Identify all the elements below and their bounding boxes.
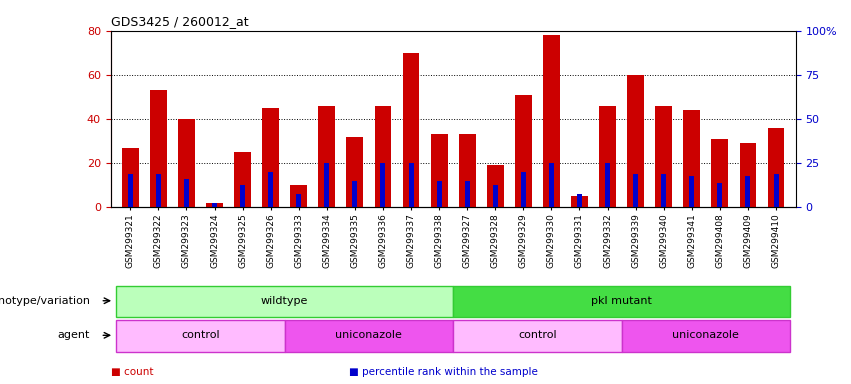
Bar: [290, 185, 307, 207]
Bar: [487, 166, 504, 207]
Bar: [655, 106, 672, 207]
Bar: [296, 194, 301, 207]
Text: pkl mutant: pkl mutant: [591, 296, 652, 306]
Bar: [633, 174, 638, 207]
Bar: [268, 172, 273, 207]
Bar: [621, 320, 790, 352]
Bar: [521, 172, 526, 207]
Text: uniconazole: uniconazole: [672, 330, 740, 340]
Text: agent: agent: [58, 330, 90, 340]
Bar: [605, 163, 610, 207]
Bar: [150, 90, 167, 207]
Bar: [459, 134, 476, 207]
Bar: [212, 203, 217, 207]
Bar: [240, 185, 245, 207]
Text: wildtype: wildtype: [261, 296, 308, 306]
Bar: [689, 177, 694, 207]
Text: uniconazole: uniconazole: [335, 330, 403, 340]
Text: genotype/variation: genotype/variation: [0, 296, 90, 306]
Bar: [740, 143, 757, 207]
Bar: [515, 95, 532, 207]
Text: control: control: [181, 330, 220, 340]
Bar: [454, 286, 790, 317]
Bar: [117, 320, 285, 352]
Bar: [549, 163, 554, 207]
Bar: [352, 181, 357, 207]
Bar: [599, 106, 616, 207]
Bar: [745, 177, 751, 207]
Bar: [454, 320, 621, 352]
Bar: [318, 106, 335, 207]
Text: GDS3425 / 260012_at: GDS3425 / 260012_at: [111, 15, 248, 28]
Bar: [543, 35, 560, 207]
Bar: [184, 179, 189, 207]
Bar: [285, 320, 454, 352]
Text: ■ count: ■ count: [111, 367, 153, 377]
Bar: [577, 194, 582, 207]
Bar: [117, 286, 454, 317]
Bar: [128, 174, 133, 207]
Bar: [465, 181, 470, 207]
Bar: [156, 174, 161, 207]
Bar: [493, 185, 498, 207]
Bar: [571, 196, 588, 207]
Text: control: control: [518, 330, 557, 340]
Bar: [178, 119, 195, 207]
Bar: [431, 134, 448, 207]
Bar: [324, 163, 329, 207]
Bar: [380, 163, 386, 207]
Bar: [374, 106, 391, 207]
Bar: [717, 183, 722, 207]
Text: ■ percentile rank within the sample: ■ percentile rank within the sample: [349, 367, 538, 377]
Bar: [627, 75, 644, 207]
Bar: [683, 110, 700, 207]
Bar: [403, 53, 420, 207]
Bar: [234, 152, 251, 207]
Bar: [661, 174, 666, 207]
Bar: [262, 108, 279, 207]
Bar: [437, 181, 442, 207]
Bar: [122, 148, 139, 207]
Bar: [768, 128, 785, 207]
Bar: [408, 163, 414, 207]
Bar: [206, 203, 223, 207]
Bar: [346, 137, 363, 207]
Bar: [774, 174, 779, 207]
Bar: [711, 139, 728, 207]
